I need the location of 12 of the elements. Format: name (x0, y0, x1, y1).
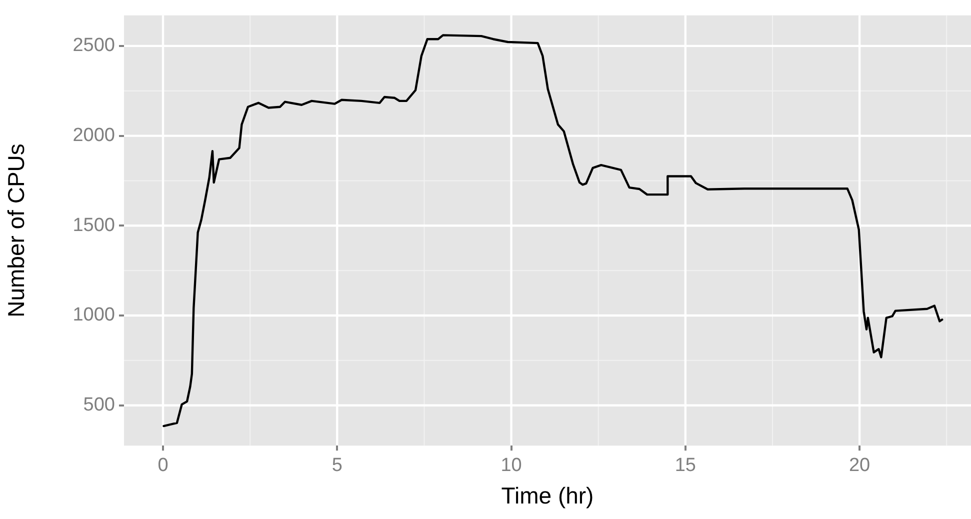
y-tick-label: 2500 (72, 35, 115, 56)
y-tick-label: 500 (83, 394, 115, 416)
x-tick-label: 20 (848, 455, 870, 476)
x-tick-label: 0 (158, 455, 168, 476)
x-tick-label: 15 (674, 455, 696, 476)
x-axis-title: Time (hr) (501, 482, 594, 509)
y-tick-label: 1500 (72, 214, 115, 236)
y-tick-label: 2000 (72, 125, 115, 146)
x-tick-label: 5 (332, 455, 342, 476)
y-tick-label: 1000 (72, 304, 115, 326)
y-axis-title: Number of CPUs (3, 144, 30, 318)
x-tick-label: 10 (500, 455, 522, 476)
